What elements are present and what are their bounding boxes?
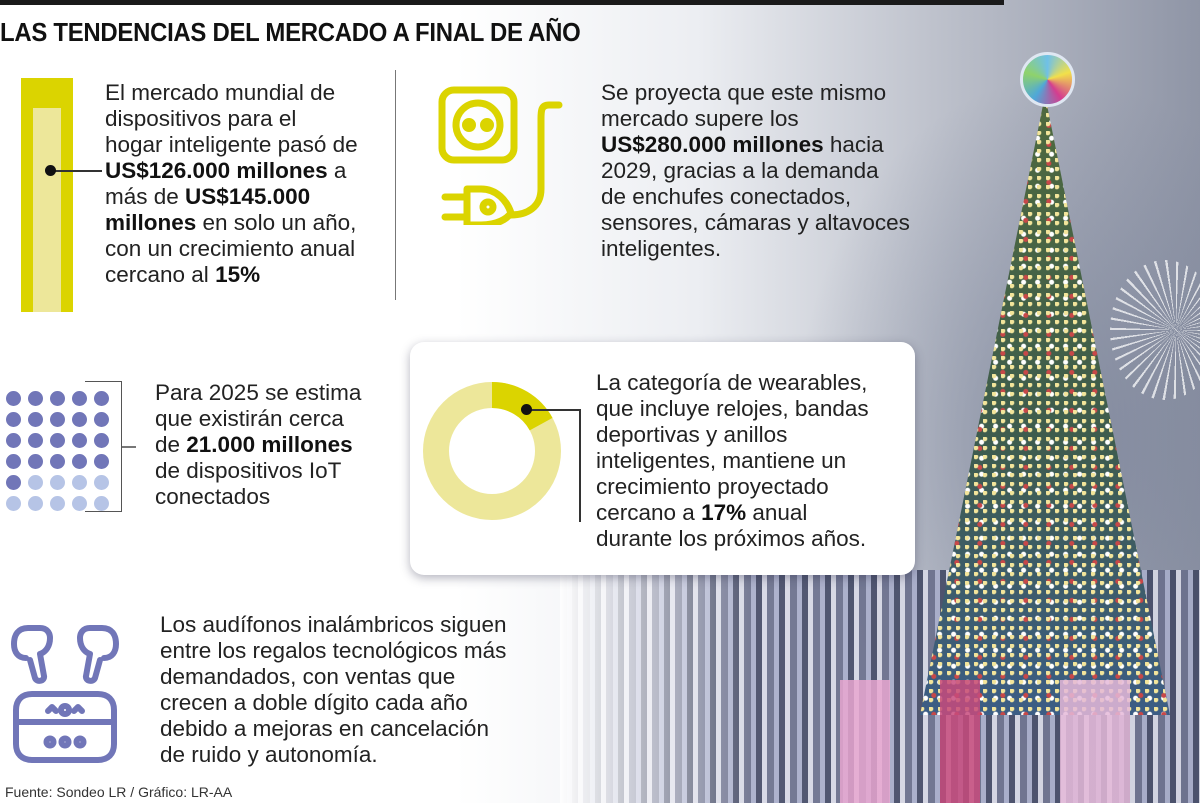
text-line: crecen a doble dígito cada año (160, 690, 468, 715)
earbuds-text: Los audífonos inalámbricos siguen entre l… (160, 612, 506, 768)
device-dot (50, 391, 65, 406)
device-dot (28, 391, 43, 406)
wearables-text: La categoría de wearables, que incluye re… (596, 370, 869, 552)
text-line: inteligentes, mantiene un (596, 448, 847, 473)
device-dot (72, 391, 87, 406)
text-line: entre los regalos tecnológicos más (160, 638, 507, 663)
device-dot (72, 433, 87, 448)
text-line: Para 2025 se estima (155, 380, 362, 405)
text-line: más de US$145.000 (105, 184, 311, 209)
device-dot (50, 412, 65, 427)
source-credit: Fuente: Sondeo LR / Gráfico: LR-AA (5, 784, 233, 800)
text-line: Se proyecta que este mismo (601, 80, 887, 105)
text-line: que incluye relojes, bandas (596, 396, 869, 421)
text-line: con un crecimiento anual (105, 236, 356, 261)
bracket-tick (122, 446, 136, 448)
text-line: hogar inteligente pasó de (105, 132, 358, 157)
plug-socket-icon (438, 86, 563, 225)
device-dot (94, 412, 109, 427)
device-dot (72, 475, 87, 490)
donut-chart-icon (423, 382, 561, 520)
device-dot (6, 391, 21, 406)
device-dot (50, 433, 65, 448)
text-line: crecimiento proyectado (596, 474, 829, 499)
text-line: de 21.000 millones (155, 432, 353, 457)
projection-2029-text: Se proyecta que este mismo mercado supere… (601, 80, 910, 262)
device-dot (72, 496, 87, 511)
text-line: cercano a 17% anual (596, 500, 808, 525)
top-rule (0, 0, 1004, 5)
device-dot (50, 496, 65, 511)
text-line: debido a mejoras en cancelación (160, 716, 489, 741)
device-dot (72, 412, 87, 427)
device-dot (28, 475, 43, 490)
text-line: US$126.000 millones a (105, 158, 347, 183)
text-line: mercado supere los (601, 106, 799, 131)
yellow-bar-inner (33, 108, 61, 312)
text-line: deportivas y anillos (596, 422, 788, 447)
device-dot (94, 475, 109, 490)
text-line: durante los próximos años. (596, 526, 867, 551)
text-line: de enchufes conectados, (601, 184, 852, 209)
device-dot (72, 454, 87, 469)
device-dot (6, 454, 21, 469)
device-dot (28, 433, 43, 448)
device-dot (28, 496, 43, 511)
device-dot (50, 475, 65, 490)
device-dot (94, 496, 109, 511)
text-line: 2029, gracias a la demanda (601, 158, 879, 183)
text-line: inteligentes. (601, 236, 722, 261)
device-dot (6, 433, 21, 448)
leader-line (54, 170, 102, 172)
iot-devices-text: Para 2025 se estima que existirán cerca de… (155, 380, 361, 510)
vertical-divider (395, 70, 396, 300)
device-dot (28, 454, 43, 469)
fireworks (1110, 260, 1200, 400)
text-line: Los audífonos inalámbricos siguen (160, 612, 507, 637)
device-dot (6, 412, 21, 427)
device-dot (6, 475, 21, 490)
leader-line (527, 409, 580, 411)
text-line: La categoría de wearables, (596, 370, 868, 395)
leader-dot (521, 404, 532, 415)
leader-dot (45, 165, 56, 176)
tree-globe-topper (1020, 52, 1075, 107)
text-line: dispositivos para el (105, 106, 297, 131)
christmas-tree (920, 95, 1170, 715)
wireless-earbuds-icon (11, 625, 119, 763)
bracket (85, 381, 122, 512)
text-line: demandados, con ventas que (160, 664, 456, 689)
text-line: de ruido y autonomía. (160, 742, 378, 767)
gift-boxes (800, 680, 1200, 803)
device-dot (94, 454, 109, 469)
text-line: de dispositivos IoT (155, 458, 342, 483)
text-line: que existirán cerca (155, 406, 344, 431)
text-line: sensores, cámaras y altavoces (601, 210, 910, 235)
dot-grid-icon (6, 391, 110, 511)
device-dot (28, 412, 43, 427)
smart-home-market-text: El mercado mundial de dispositivos para e… (105, 80, 358, 288)
leader-line (579, 409, 581, 522)
text-line: millones en solo un año, (105, 210, 357, 235)
device-dot (94, 433, 109, 448)
page-title: LAS TENDENCIAS DEL MERCADO A FINAL DE AÑ… (0, 17, 581, 47)
device-dot (6, 496, 21, 511)
device-dot (50, 454, 65, 469)
text-line: conectados (155, 484, 271, 509)
text-line: El mercado mundial de (105, 80, 336, 105)
device-dot (94, 391, 109, 406)
wearables-card (410, 342, 915, 575)
text-line: US$280.000 millones hacia (601, 132, 884, 157)
text-line: cercano al 15% (105, 262, 261, 287)
